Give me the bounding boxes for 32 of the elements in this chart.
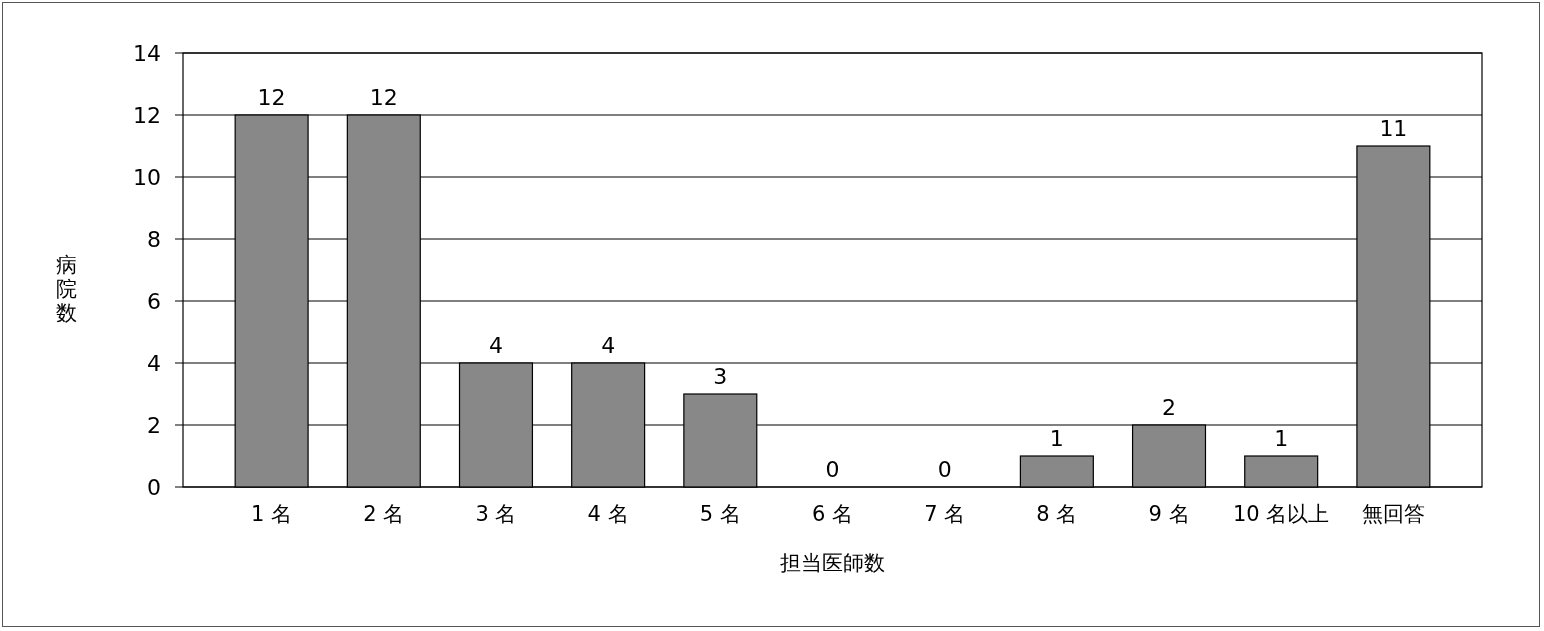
data-label: 3 <box>713 364 728 389</box>
y-tick-label: 14 <box>133 41 161 66</box>
y-axis-title: 病院数 <box>55 253 77 325</box>
data-label: 11 <box>1379 116 1408 141</box>
x-tick-label: 8 名 <box>1036 502 1078 526</box>
x-axis-title: 担当医師数 <box>780 551 885 575</box>
y-tick-label: 0 <box>147 475 161 500</box>
x-tick-label: 7 名 <box>924 502 966 526</box>
x-tick-label: 3 名 <box>475 502 517 526</box>
x-tick-label: 1 名 <box>251 502 293 526</box>
x-tick-label: 無回答 <box>1361 502 1425 526</box>
y-tick-label: 2 <box>147 413 161 438</box>
y-tick-label: 12 <box>133 103 161 128</box>
data-label: 12 <box>369 85 398 110</box>
data-label: 2 <box>1162 395 1177 420</box>
data-label: 1 <box>1274 426 1289 451</box>
x-tick-label: 6 名 <box>811 502 854 526</box>
data-label: 0 <box>937 457 952 482</box>
x-tick-label: 10 名以上 <box>1233 502 1330 526</box>
x-tick-label: 9 名 <box>1148 502 1190 526</box>
data-label: 0 <box>825 457 840 482</box>
y-tick-label: 6 <box>147 289 161 314</box>
y-tick-label: 10 <box>133 165 161 190</box>
x-tick-label: 2 名 <box>363 502 405 526</box>
data-label: 12 <box>257 85 286 110</box>
data-label: 4 <box>601 333 616 358</box>
y-tick-label: 8 <box>147 227 161 252</box>
data-label: 4 <box>488 333 503 358</box>
x-tick-label: 5 名 <box>699 502 741 526</box>
data-label: 1 <box>1049 426 1064 451</box>
y-tick-label: 4 <box>147 351 161 376</box>
x-tick-label: 4 名 <box>587 502 629 526</box>
